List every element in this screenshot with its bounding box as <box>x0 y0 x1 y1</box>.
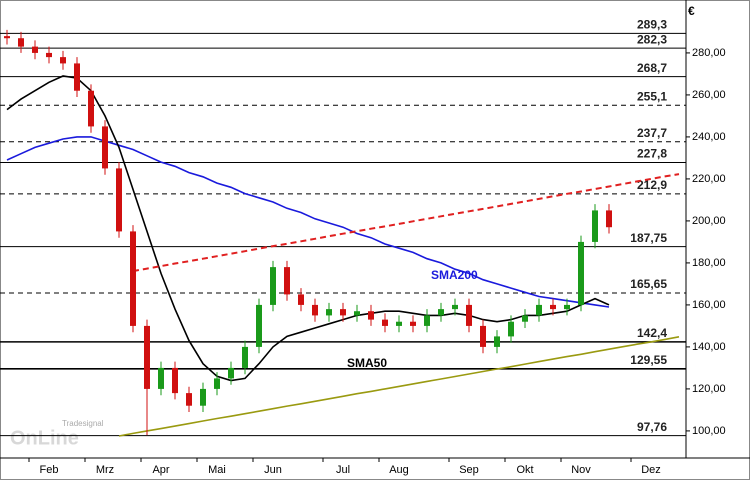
level-label: 289,3 <box>637 18 667 32</box>
candle-body <box>144 325 150 389</box>
candle-body <box>340 309 346 316</box>
candle-body <box>60 57 66 64</box>
candle-body <box>466 304 472 326</box>
x-tick-label: Jul <box>336 464 350 476</box>
candle-body <box>606 210 612 228</box>
candle-body <box>452 304 458 310</box>
candle-body <box>564 304 570 310</box>
candle-body <box>116 168 122 232</box>
x-tick-label: Mrz <box>96 464 114 476</box>
y-tick-label: 100,00 <box>692 425 726 437</box>
candle-body <box>368 311 374 320</box>
candle-body <box>130 231 136 326</box>
candle-body <box>354 311 360 316</box>
candle-body <box>242 346 248 368</box>
candle-body <box>396 321 402 326</box>
candle-body <box>270 267 276 305</box>
candle-body <box>382 319 388 326</box>
candle-body <box>32 46 38 53</box>
series-line <box>6 75 610 382</box>
level-label: 282,3 <box>637 32 667 46</box>
candle-body <box>102 126 108 169</box>
candle-body <box>438 309 444 316</box>
x-tick-label: Dez <box>641 464 661 476</box>
level-label: 237,7 <box>637 126 667 140</box>
candle-body <box>186 393 192 406</box>
y-tick-label: 160,00 <box>692 299 726 311</box>
x-tick-label: Sep <box>459 464 479 476</box>
series-line <box>132 173 680 273</box>
y-tick-label: 200,00 <box>692 215 726 227</box>
level-label: 142,4 <box>637 326 667 340</box>
candle-body <box>46 52 52 58</box>
series-label: SMA200 <box>431 268 478 282</box>
candle-body <box>214 378 220 389</box>
candle-body <box>74 63 80 91</box>
candle-body <box>410 321 416 326</box>
level-label: 212,9 <box>637 178 667 192</box>
x-tick-label: Aug <box>389 464 409 476</box>
level-label: 227,8 <box>637 147 667 161</box>
x-tick-label: Apr <box>152 464 169 476</box>
candle-body <box>298 294 304 305</box>
currency: € <box>688 4 695 18</box>
candle-body <box>592 210 598 242</box>
candle-body <box>424 315 430 326</box>
candle-body <box>536 304 542 316</box>
x-tick-label: Mai <box>208 464 226 476</box>
candle-body <box>522 315 528 322</box>
candle-body <box>228 367 234 379</box>
y-tick-label: 120,00 <box>692 383 726 395</box>
candle-body <box>508 321 514 337</box>
candle-body <box>284 267 290 295</box>
candle-body <box>158 367 164 389</box>
candle-body <box>480 325 486 347</box>
watermark-logo: OnLine <box>10 427 79 449</box>
candle-body <box>256 304 262 347</box>
watermark-top: Tradesignal <box>62 419 104 428</box>
x-tick-label: Jun <box>264 464 282 476</box>
y-tick-label: 220,00 <box>692 173 726 185</box>
candle-body <box>200 388 206 406</box>
candle-body <box>326 309 332 316</box>
level-label: 268,7 <box>637 61 667 75</box>
level-label: 165,65 <box>630 277 667 291</box>
series-line <box>118 336 680 437</box>
candle-body <box>550 304 556 310</box>
candle-body <box>494 336 500 347</box>
x-tick-label: Okt <box>516 464 533 476</box>
y-tick-label: 140,00 <box>692 341 726 353</box>
y-tick-label: 180,00 <box>692 257 726 269</box>
candle-body <box>578 241 584 305</box>
series-label: SMA50 <box>347 356 387 370</box>
x-tick-label: Nov <box>571 464 591 476</box>
level-label: 255,1 <box>637 89 667 103</box>
y-tick-label: 240,00 <box>692 131 726 143</box>
candle-body <box>312 304 318 316</box>
candle-body <box>18 38 24 47</box>
y-tick-label: 280,00 <box>692 47 726 59</box>
candle-body <box>88 90 94 127</box>
candle-body <box>4 36 10 39</box>
level-label: 97,76 <box>637 420 667 434</box>
level-label: 187,75 <box>630 231 667 245</box>
level-label: 129,55 <box>630 353 667 367</box>
x-tick-label: Feb <box>40 464 59 476</box>
candle-body <box>172 367 178 394</box>
y-tick-label: 260,00 <box>692 89 726 101</box>
